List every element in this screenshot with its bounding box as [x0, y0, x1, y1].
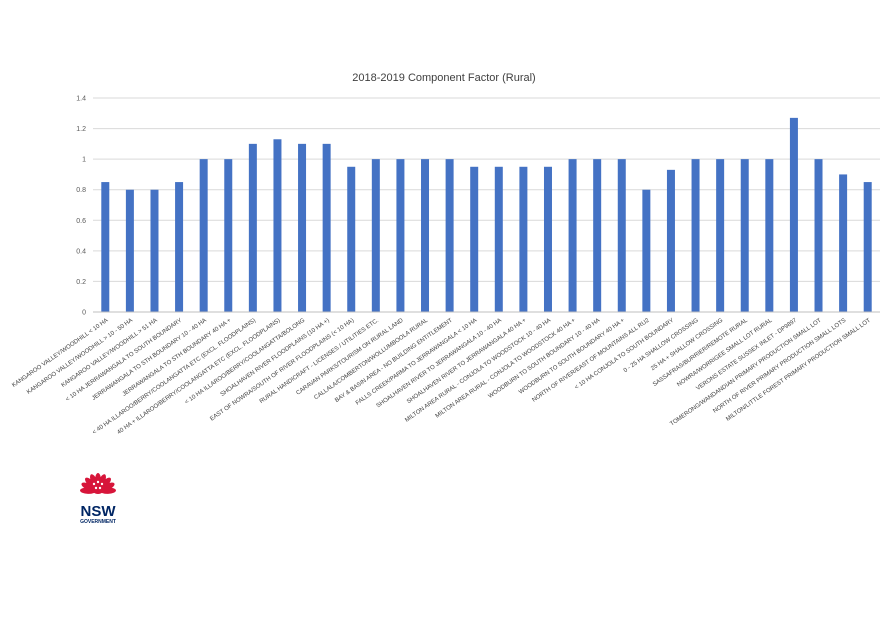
flower-dot [94, 486, 98, 490]
y-tick-label: 0.2 [76, 279, 86, 286]
y-tick-label: 0.8 [76, 187, 86, 194]
x-tick-label: WOODBURN TO SOUTH BOUNDARY 10 - 40 HA [488, 318, 602, 400]
y-tick-label: 0.6 [76, 218, 86, 225]
y-tick-label: 0.4 [76, 248, 86, 255]
bar [322, 143, 331, 312]
nsw-government-logo: NSW GOVERNMENT [80, 473, 116, 525]
flower-dot [100, 482, 104, 486]
bar [421, 159, 430, 312]
logo-subtitle: GOVERNMENT [80, 519, 116, 525]
x-tick-label: CALLALA/COMBERTON/WOLLUMBOOLA RURAL [313, 317, 429, 401]
bar [789, 117, 798, 312]
bar [470, 166, 479, 312]
bar [125, 189, 134, 312]
bar [273, 139, 282, 312]
bar [617, 159, 626, 312]
bar [863, 182, 872, 312]
bar [519, 166, 528, 312]
bar [568, 159, 577, 312]
bar [101, 182, 110, 312]
logo-word: NSW [81, 503, 117, 520]
bar [740, 159, 749, 312]
y-tick-label: 0 [82, 310, 86, 317]
x-tick-label: NORTH OF RIVER/EAST OF MOUNTAINS ALL RU2 [531, 317, 651, 403]
bar [839, 174, 848, 312]
chart-title: 2018-2019 Component Factor (Rural) [352, 72, 535, 84]
bar [248, 143, 257, 312]
flower-dot [96, 480, 100, 484]
bar [224, 159, 233, 312]
bar [199, 159, 208, 312]
bar [691, 159, 700, 312]
flower-dot [98, 486, 102, 490]
x-axis-tick-labels: KANGAROO VALLEY/WOODHILL < 10 HAKANGAROO… [11, 317, 872, 436]
flower-dot [92, 482, 96, 486]
bar [716, 159, 725, 312]
y-axis-tick-labels: 0 0.2 0.4 0.6 0.8 1 1.2 1.4 [76, 96, 86, 317]
waratah-icon [80, 473, 116, 494]
bar [445, 159, 454, 312]
y-tick-label: 1 [82, 157, 86, 164]
bar [593, 159, 602, 312]
bar [150, 189, 159, 312]
y-tick-label: 1.2 [76, 126, 86, 133]
y-tick-label: 1.4 [76, 96, 86, 103]
bar [494, 166, 503, 312]
x-tick-label: JERRAWANGALA TO STH BOUNDARY 10 - 40 HA [91, 318, 208, 402]
bar [543, 166, 552, 312]
x-tick-label: < 40 HA ILLAROO/BERRY/COOLANGATTA ETC (E… [92, 318, 257, 436]
bar [347, 166, 356, 312]
bar [396, 159, 405, 312]
bars [101, 117, 872, 312]
bar [298, 143, 307, 312]
bar [371, 159, 380, 312]
bar [814, 159, 823, 312]
bar [765, 159, 774, 312]
bar [666, 169, 675, 312]
bar [642, 189, 651, 312]
bar [175, 182, 184, 312]
x-tick-label: 40 HA + ILLAROO/BERRY/COOLANGATTA ETC (E… [116, 318, 281, 436]
gridlines [93, 97, 880, 282]
